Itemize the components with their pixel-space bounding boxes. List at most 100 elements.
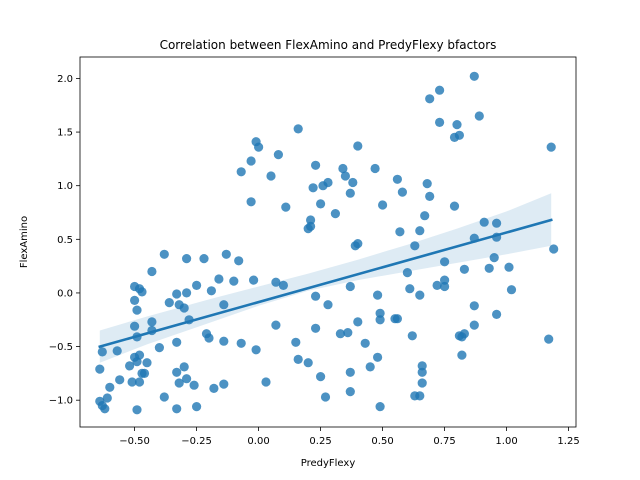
x-axis-ticks: −0.50 −0.25 0.00 0.25 0.50 0.75 1.00 1.25 — [119, 427, 580, 447]
data-point — [147, 266, 157, 277]
y-tick-label: 1.0 — [57, 181, 73, 192]
data-point — [278, 280, 288, 290]
data-point — [343, 328, 353, 338]
chart-title: Correlation between FlexAmino and PredyF… — [160, 38, 497, 52]
data-point — [452, 120, 462, 130]
y-tick-label: −1.0 — [49, 396, 73, 407]
data-point — [392, 314, 402, 324]
data-point — [95, 364, 105, 374]
data-point — [469, 301, 479, 311]
data-point — [397, 187, 407, 197]
data-point — [100, 404, 110, 414]
data-point — [281, 202, 291, 212]
data-point — [417, 378, 427, 388]
data-point — [234, 256, 244, 266]
data-point — [459, 329, 469, 339]
confidence-band — [99, 193, 552, 363]
data-point — [375, 315, 385, 325]
data-point — [105, 382, 115, 392]
data-point — [457, 350, 467, 360]
data-point — [345, 188, 355, 198]
data-point — [415, 391, 425, 401]
data-point — [373, 352, 383, 362]
data-point — [415, 226, 425, 236]
data-point — [221, 249, 231, 259]
data-point — [353, 141, 363, 151]
data-point — [219, 336, 229, 346]
data-point — [375, 308, 385, 318]
data-point — [440, 257, 450, 267]
data-point — [459, 264, 469, 274]
data-point — [311, 291, 321, 301]
data-point — [214, 274, 224, 284]
x-tick-label: −0.25 — [181, 436, 212, 447]
data-point — [405, 284, 415, 294]
data-point — [546, 142, 556, 152]
data-point — [172, 367, 182, 377]
data-point — [432, 280, 442, 290]
data-point — [544, 334, 554, 344]
y-tick-label: 1.5 — [57, 128, 73, 139]
data-point — [172, 404, 182, 414]
data-point — [132, 305, 142, 315]
data-point — [311, 323, 321, 333]
data-point — [236, 338, 246, 348]
data-point — [182, 288, 192, 298]
data-point — [236, 167, 246, 177]
data-point — [172, 337, 182, 347]
data-point — [422, 179, 432, 189]
data-point — [449, 201, 460, 211]
data-point — [440, 275, 450, 285]
data-point — [249, 275, 259, 285]
data-point — [392, 174, 402, 184]
data-point — [137, 287, 147, 297]
y-tick-label: 0.0 — [57, 288, 73, 299]
data-point — [484, 263, 494, 273]
data-point — [127, 377, 137, 387]
data-point — [209, 383, 219, 393]
data-point — [338, 163, 348, 174]
x-tick-label: 0.00 — [247, 436, 269, 447]
data-point — [261, 377, 271, 387]
data-point — [311, 160, 321, 170]
regression-line-layer — [98, 218, 553, 349]
data-point — [254, 142, 264, 152]
data-point — [425, 191, 435, 201]
data-point — [182, 374, 192, 384]
data-point — [335, 329, 345, 339]
confidence-band-layer — [99, 193, 552, 363]
data-point — [353, 239, 363, 249]
data-point — [115, 375, 125, 385]
data-point — [370, 163, 380, 174]
data-point — [192, 280, 202, 290]
data-point — [345, 281, 355, 292]
data-point — [303, 358, 313, 368]
data-point — [375, 402, 385, 412]
data-point — [273, 150, 283, 160]
data-point — [320, 392, 331, 402]
data-point — [174, 378, 184, 388]
x-axis-label: PredyFlexy — [301, 458, 356, 469]
data-points-layer — [95, 71, 559, 415]
x-tick-label: 1.00 — [495, 436, 517, 447]
x-tick-label: 1.25 — [557, 436, 579, 447]
data-point — [365, 362, 375, 372]
data-point — [348, 177, 358, 188]
data-point — [395, 227, 405, 237]
data-point — [420, 211, 430, 221]
data-point — [179, 303, 189, 313]
data-point — [102, 393, 112, 403]
data-point — [130, 295, 140, 305]
data-point — [435, 85, 445, 95]
data-point — [246, 197, 256, 207]
data-point — [340, 171, 350, 181]
data-point — [469, 71, 479, 81]
data-point — [316, 372, 326, 382]
x-tick-label: 0.75 — [433, 436, 455, 447]
y-tick-label: −0.5 — [49, 342, 73, 353]
data-point — [130, 321, 140, 331]
data-point — [251, 345, 261, 355]
data-point — [474, 111, 484, 121]
data-point — [172, 289, 182, 299]
